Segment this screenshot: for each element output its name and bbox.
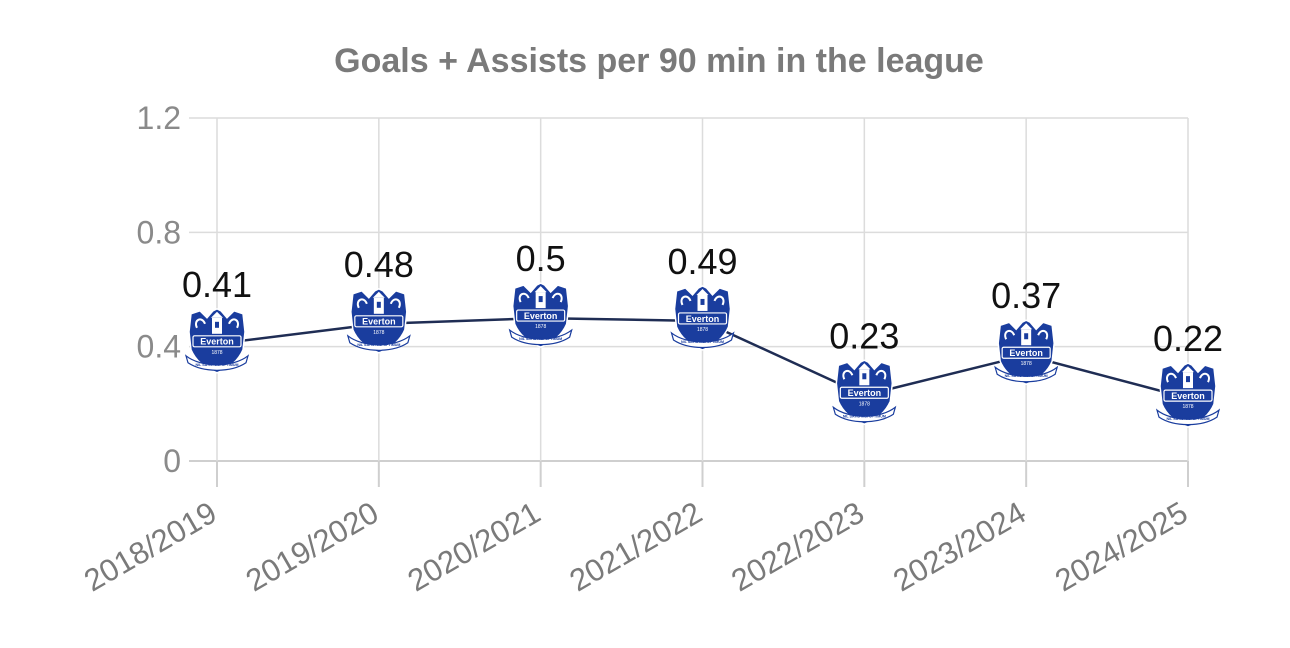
y-tick-label: 1.2 (137, 100, 181, 136)
x-tick-label: 2022/2023 (725, 495, 869, 599)
label-layer: 0.41 0.48 0.5 0.49 0.23 0.37 0.22 (182, 238, 1223, 359)
everton-crest-icon (508, 282, 573, 349)
x-tick-label: 2023/2024 (887, 495, 1031, 599)
data-label: 0.23 (829, 315, 899, 356)
everton-crest-icon (994, 319, 1059, 386)
x-tick-label: 2018/2019 (78, 495, 222, 599)
data-label: 0.49 (667, 241, 737, 282)
x-tick-label: 2020/2021 (402, 495, 546, 599)
everton-crest-icon (346, 287, 411, 354)
data-label: 0.41 (182, 264, 252, 305)
data-label: 0.22 (1153, 318, 1223, 359)
x-tick-label: 2024/2025 (1049, 495, 1193, 599)
everton-crest-icon (185, 307, 249, 374)
y-tick-label: 0 (163, 443, 181, 479)
x-tick-label: 2019/2020 (240, 495, 384, 599)
x-tick-label: 2021/2022 (564, 495, 708, 599)
y-tick-label: 0.4 (137, 329, 181, 365)
data-label: 0.48 (344, 244, 414, 285)
everton-crest-icon (832, 359, 897, 426)
everton-crest-icon (670, 284, 735, 351)
chart-title: Goals + Assists per 90 min in the league (334, 42, 984, 80)
data-label: 0.37 (991, 275, 1061, 316)
data-label: 0.5 (516, 238, 566, 279)
everton-crest-icon (1156, 362, 1220, 429)
y-tick-label: 0.8 (137, 214, 181, 250)
